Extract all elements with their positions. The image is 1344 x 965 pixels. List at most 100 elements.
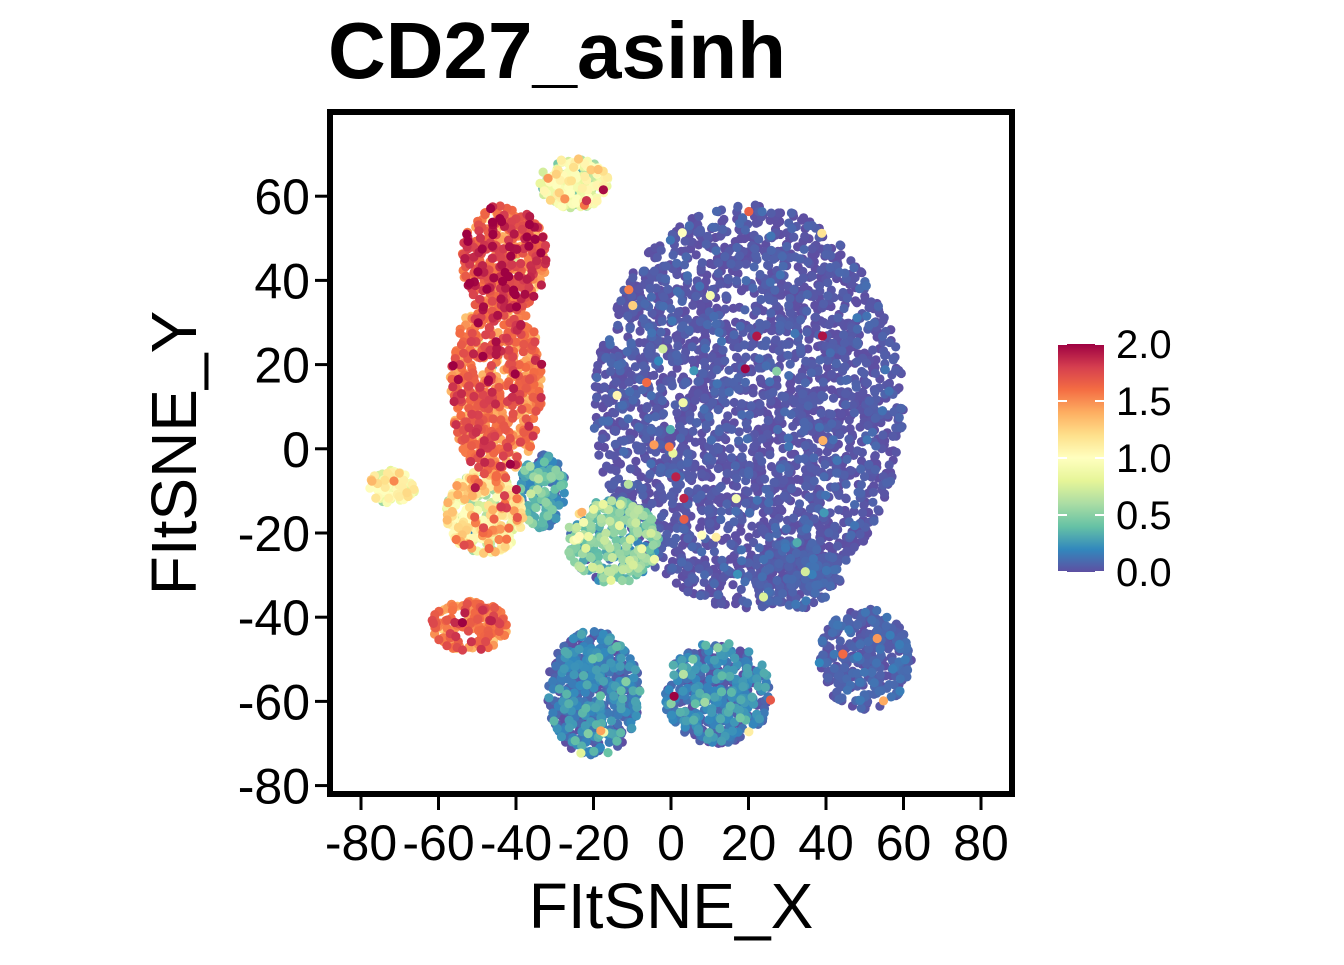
data-point — [636, 472, 646, 482]
data-point — [631, 518, 641, 528]
data-point — [618, 565, 628, 575]
data-point — [747, 692, 757, 702]
data-point — [551, 513, 561, 524]
data-point — [705, 290, 715, 301]
data-point — [787, 574, 797, 584]
data-point — [635, 326, 645, 336]
data-point — [625, 464, 636, 474]
data-point — [588, 654, 598, 664]
data-point — [589, 627, 599, 637]
data-point — [556, 732, 567, 742]
data-point — [903, 665, 913, 675]
data-point — [760, 341, 770, 351]
data-point — [704, 728, 714, 738]
data-point — [606, 716, 617, 726]
data-point — [695, 281, 705, 291]
data-point — [731, 276, 742, 286]
data-point — [750, 244, 760, 254]
data-point — [700, 344, 710, 354]
data-point — [684, 473, 694, 483]
data-point — [677, 557, 687, 567]
data-point — [579, 517, 589, 528]
data-point — [836, 409, 846, 419]
data-point — [891, 365, 901, 375]
data-point — [803, 221, 813, 231]
data-point — [757, 572, 767, 582]
data-point — [583, 729, 593, 739]
data-point — [746, 401, 756, 411]
data-point — [736, 234, 746, 244]
data-point — [667, 381, 677, 391]
data-point — [751, 306, 762, 316]
data-point — [772, 218, 783, 228]
data-point — [798, 273, 809, 283]
data-point — [807, 569, 817, 580]
data-point — [668, 660, 678, 670]
data-point — [554, 684, 565, 694]
data-point — [757, 601, 767, 612]
data-point — [742, 598, 753, 608]
data-point — [861, 281, 871, 291]
data-point — [766, 326, 777, 336]
data-point — [708, 397, 718, 407]
data-point — [733, 569, 743, 579]
data-point — [734, 705, 745, 715]
data-point — [742, 434, 752, 444]
data-point — [689, 366, 699, 376]
data-point — [780, 392, 790, 402]
data-point — [570, 662, 580, 672]
data-point — [729, 330, 739, 340]
data-point — [623, 479, 634, 489]
data-point — [710, 386, 720, 396]
data-point — [409, 484, 419, 494]
data-point — [719, 214, 729, 224]
data-point — [873, 301, 884, 311]
data-point — [772, 575, 782, 586]
data-point — [712, 365, 722, 375]
data-point — [667, 710, 677, 720]
data-point — [824, 528, 834, 538]
data-point — [615, 507, 625, 518]
data-point — [779, 491, 789, 501]
data-point — [737, 452, 747, 462]
data-point — [612, 736, 622, 746]
data-point — [612, 642, 622, 652]
data-point — [768, 387, 778, 397]
data-point — [802, 306, 812, 316]
data-point — [646, 391, 656, 401]
data-point — [863, 420, 873, 431]
data-point — [864, 302, 874, 313]
data-point — [799, 417, 809, 427]
data-point — [637, 544, 647, 554]
data-point — [716, 599, 726, 609]
data-point — [718, 452, 728, 462]
data-point — [598, 676, 609, 686]
data-point — [723, 411, 733, 421]
data-point — [701, 484, 711, 494]
data-point — [618, 555, 628, 565]
data-point — [809, 453, 819, 463]
data-point — [814, 422, 825, 432]
data-point — [801, 356, 811, 366]
data-point — [794, 499, 805, 509]
data-point — [710, 692, 720, 702]
data-point — [703, 452, 713, 462]
data-point — [797, 410, 807, 420]
data-point — [711, 206, 722, 216]
data-point — [533, 474, 544, 484]
data-point — [566, 706, 576, 716]
data-point — [638, 490, 648, 500]
data-point — [756, 294, 766, 305]
data-point — [803, 257, 813, 267]
data-point — [880, 365, 890, 375]
data-point — [696, 490, 706, 500]
data-point — [755, 579, 765, 589]
data-point — [835, 240, 845, 250]
data-point — [633, 528, 643, 538]
data-point — [565, 188, 576, 198]
data-point — [632, 441, 642, 451]
data-point — [600, 663, 610, 673]
data-point — [720, 252, 730, 262]
data-point — [700, 697, 710, 707]
data-point — [592, 196, 602, 206]
